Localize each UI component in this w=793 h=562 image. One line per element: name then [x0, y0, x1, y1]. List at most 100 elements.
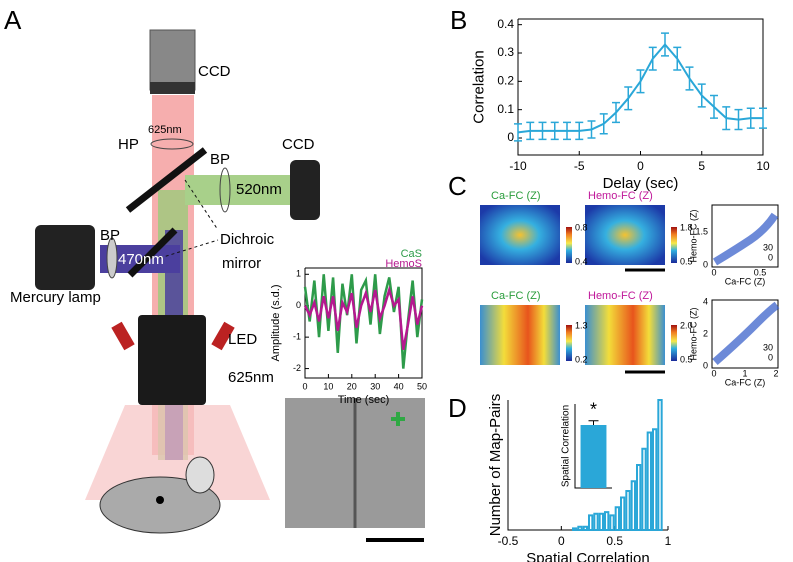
diagram-label: BP: [210, 151, 230, 168]
fc-maps: [480, 204, 780, 374]
x-tick-label: -5: [574, 159, 585, 173]
data-line: [303, 285, 424, 350]
scatter-xlabel: Ca-FC (Z): [725, 276, 766, 286]
diagram-label: Mercury lamp: [10, 289, 101, 306]
x-tick-label: -0.5: [498, 534, 519, 548]
panel-label: D: [448, 393, 467, 423]
map-title: Ca-FC (Z): [491, 190, 541, 202]
colorbar-label: 0.2: [575, 354, 588, 364]
x-tick-label: 0: [637, 159, 644, 173]
scatter-tick: 0.5: [754, 267, 767, 277]
scatter-tick: 0: [703, 360, 708, 370]
scatter-tick: 1.5: [695, 226, 708, 236]
colorbar-label: 1.3: [575, 320, 588, 330]
diagram-label: Dichroic: [220, 231, 275, 248]
histogram-bar: [625, 490, 631, 531]
diagram-label: 625nm: [148, 124, 182, 136]
histogram-bar: [577, 525, 583, 531]
scatter-tick: 0: [711, 368, 716, 378]
histogram-bar: [588, 514, 594, 531]
y-tick-label: 0.2: [497, 74, 514, 88]
scatter-tick: 1: [742, 368, 747, 378]
histogram-bar: [593, 512, 599, 531]
x-tick-label: 0: [302, 381, 307, 391]
histogram-bar: [582, 525, 589, 531]
colorbar-label: 0.5: [680, 256, 693, 266]
bar: [580, 425, 607, 488]
annotation: *: [590, 400, 597, 420]
histogram-bar: [572, 527, 578, 531]
histogram-bar: [620, 496, 626, 531]
colorbar-label: 0.8: [575, 222, 588, 232]
scatter-legend: 30: [763, 242, 773, 252]
y-tick-label: 0.1: [497, 102, 514, 116]
colorbar-label: 0.5: [680, 354, 693, 364]
panel-label: A: [4, 5, 22, 35]
x-tick-label: -10: [509, 159, 527, 173]
scatter-tick: 2: [703, 328, 708, 338]
histogram-bar: [598, 512, 605, 531]
error-bar: [588, 420, 599, 425]
y-axis-label: Number of Map-Pairs: [487, 394, 504, 537]
x-axis-label: Delay (sec): [603, 175, 679, 192]
x-tick-label: 0.5: [606, 534, 623, 548]
x-tick-label: 30: [370, 381, 380, 391]
scatter-tick: 2: [773, 368, 778, 378]
diagram-label: 625nm: [228, 369, 274, 386]
scatter-tick: 0: [703, 259, 708, 269]
histogram-bar: [630, 480, 637, 531]
legend-entry: HemoS: [385, 258, 422, 270]
colorbar-label: 0.4: [575, 256, 588, 266]
scatter-legend: 30: [763, 342, 773, 352]
seed-marker: [391, 412, 405, 426]
scatter-legend: 0: [768, 352, 773, 362]
y-tick-label: 1: [296, 269, 301, 279]
x-tick-label: 10: [323, 381, 333, 391]
y-tick-label: 0: [507, 130, 514, 144]
diagram-label: mirror: [222, 255, 261, 272]
diagram-label: CCD: [198, 63, 231, 80]
x-tick-label: 40: [394, 381, 404, 391]
y-axis-label: Spatial Correlation: [561, 405, 572, 487]
diagram-label: CCD: [282, 136, 315, 153]
y-tick-label: -1: [293, 332, 301, 342]
y-tick-label: -2: [293, 363, 301, 373]
x-tick-label: 50: [417, 381, 427, 391]
diagram-label: LED: [228, 331, 257, 348]
scatter-tick: 4: [703, 296, 708, 306]
histogram-bar: [614, 506, 621, 531]
diagram-label: BP: [100, 227, 120, 244]
histogram-bar: [657, 399, 663, 531]
map-title: Ca-FC (Z): [491, 290, 541, 302]
x-axis-label: Spatial Correlation: [526, 550, 649, 562]
colorbar-label: 1.8: [680, 222, 693, 232]
x-tick-label: 1: [665, 534, 672, 548]
optics-diagram: [35, 29, 320, 534]
scatter-tick: 0: [711, 267, 716, 277]
data-line: [517, 42, 763, 134]
map-title: Hemo-FC (Z): [588, 190, 653, 202]
diagram-label: 520nm: [236, 181, 282, 198]
panel-label: B: [450, 5, 467, 35]
histogram-bar: [641, 447, 647, 531]
scatter-xlabel: Ca-FC (Z): [725, 377, 766, 387]
x-tick-label: 0: [558, 534, 565, 548]
histogram-bar: [636, 464, 642, 531]
x-tick-label: 5: [698, 159, 705, 173]
x-axis-label: Time (sec): [338, 394, 390, 406]
data-line: [303, 274, 424, 369]
histogram-bar: [604, 511, 610, 531]
y-axis-label: Correlation: [471, 50, 488, 123]
histogram-bar: [646, 431, 653, 531]
y-tick-label: 0.3: [497, 45, 514, 59]
map-title: Hemo-FC (Z): [588, 290, 653, 302]
x-tick-label: 20: [347, 381, 357, 391]
scatter-ylabel: Hemo-FC (Z): [688, 210, 698, 263]
scatter-ylabel: Hemo-FC (Z): [688, 308, 698, 361]
y-axis-label: Amplitude (s.d.): [270, 284, 282, 361]
legend-entry: CaS: [401, 248, 422, 260]
panel-label: C: [448, 171, 467, 201]
scatter-legend: 0: [768, 252, 773, 262]
diagram-label: HP: [118, 136, 139, 153]
